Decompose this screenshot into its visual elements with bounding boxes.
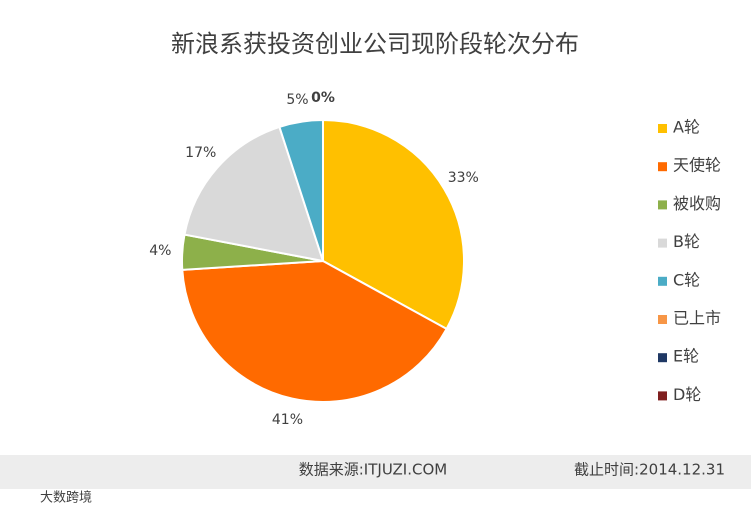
data-label: 0% [311,90,335,106]
legend-swatch [658,162,667,172]
watermark: 大数跨境 [40,491,92,506]
legend-swatch [658,276,667,286]
legend-swatch [658,200,667,210]
legend-label: B轮 [673,232,700,251]
data-label: 17% [185,145,216,161]
legend-swatch [658,238,667,248]
chart-title: 新浪系获投资创业公司现阶段轮次分布 [171,30,579,58]
data-label: 33% [448,170,479,186]
legend-swatch [658,315,667,324]
legend-label: E轮 [673,347,699,366]
date: 截止时间:2014.12.31 [574,461,725,479]
pie-slice [183,125,325,263]
legend-swatch [658,391,667,401]
legend-label: A轮 [673,118,700,137]
legend-label: D轮 [673,385,701,404]
legend-label: 已上市 [673,309,721,328]
footer-band [0,455,751,489]
pie-slice [181,259,448,403]
legend-swatch [658,124,667,133]
source: 数据来源:ITJUZI.COM [299,461,447,479]
pie-slice [322,118,465,331]
data-label: 41% [272,412,303,428]
legend-label: C轮 [673,270,700,289]
legend-label: 天使轮 [673,156,721,175]
legend-label: 被收购 [673,194,721,213]
data-label: 4% [149,243,171,259]
legend-swatch [658,353,667,363]
data-label: 5% [286,92,308,108]
